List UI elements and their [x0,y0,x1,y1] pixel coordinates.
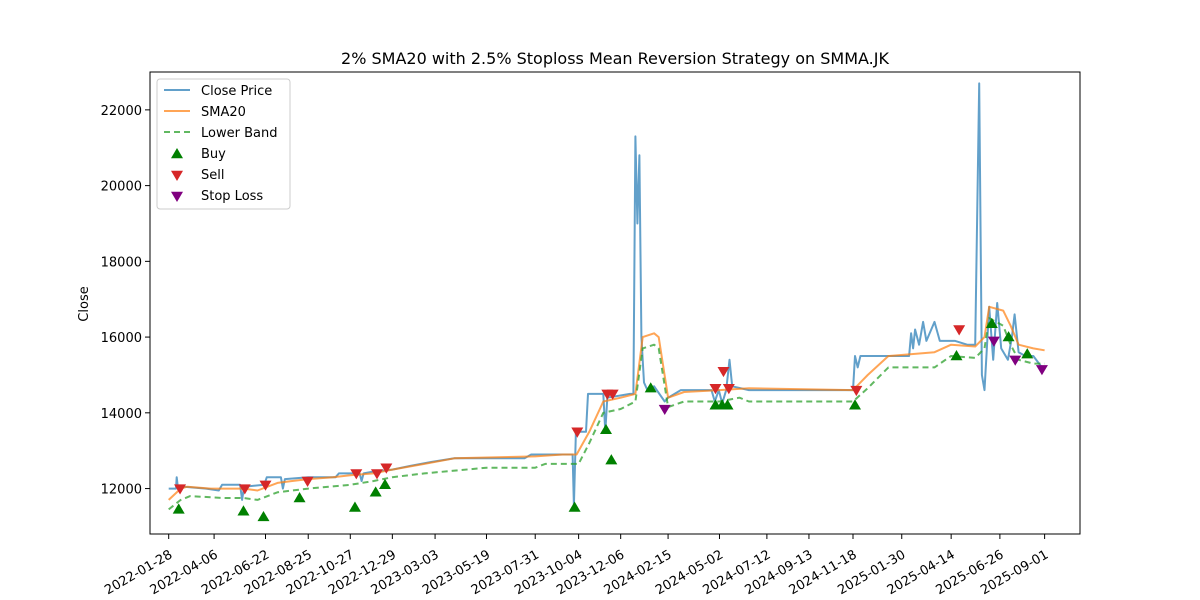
series-lines [168,82,1045,511]
buy-marker [257,510,270,522]
sell-marker [238,484,251,495]
buy-marker [605,454,618,465]
y-tick-label: 22000 [101,104,142,119]
legend-buy-swatch [171,148,183,159]
stop-loss-marker [658,404,671,416]
sell-marker [709,384,722,395]
sma20-line [168,305,1045,501]
sell-marker [370,469,383,480]
y-axis: 12000 14000 16000 18000 20000 22000 [101,104,150,498]
buy-marker [1021,348,1034,359]
sell-marker [571,427,584,438]
legend-buy: Buy [201,147,226,162]
plot-area [149,71,1081,535]
y-axis-label: Close [77,286,92,321]
buy-marker [599,423,612,435]
y-tick-label: 20000 [101,180,142,195]
legend-stop-loss: Stop Loss [201,189,263,204]
stop-loss-marker [1035,365,1048,376]
sell-marker [174,484,187,495]
legend-lower-band: Lower Band [201,126,277,141]
y-tick-label: 18000 [101,255,142,270]
buy-marker [237,505,250,516]
buy-marker [348,501,361,512]
buy-marker [1002,331,1015,342]
legend-box [156,78,291,210]
legend: Close Price SMA20 Lower Band Buy Sell Stop Lo… [156,78,291,210]
series-markers [172,317,1048,522]
legend-sell: Sell [201,168,224,183]
y-tick-label: 14000 [101,407,142,422]
stop-loss-marker [1009,355,1022,366]
buy-marker [721,399,734,410]
sell-marker [259,480,272,491]
sell-marker [380,463,393,474]
y-tick-label: 12000 [101,483,142,498]
sell-marker [717,366,730,378]
legend-sell-swatch [171,170,183,181]
close-price-line [168,82,1043,507]
legend-sma20: SMA20 [201,105,246,120]
buy-marker [985,317,998,329]
buy-marker [849,399,862,410]
sell-marker [606,389,619,400]
buy-marker [293,492,306,503]
buy-marker [950,350,963,361]
buy-marker [369,486,382,497]
lower-band-line [168,317,1045,511]
sell-marker [350,469,363,480]
legend-stop-swatch [171,191,183,202]
buy-marker [172,503,185,514]
chart-title: 2% SMA20 with 2.5% Stoploss Mean Reversi… [341,49,889,68]
sell-marker [301,476,314,487]
buy-marker [379,478,392,489]
y-tick-label: 16000 [101,331,142,346]
buy-marker [644,382,657,393]
sell-marker [953,325,966,336]
sell-marker [850,385,863,397]
stop-loss-marker [987,336,1000,347]
buy-marker [568,501,581,512]
legend-close-price: Close Price [201,84,272,99]
sell-marker [722,384,735,395]
